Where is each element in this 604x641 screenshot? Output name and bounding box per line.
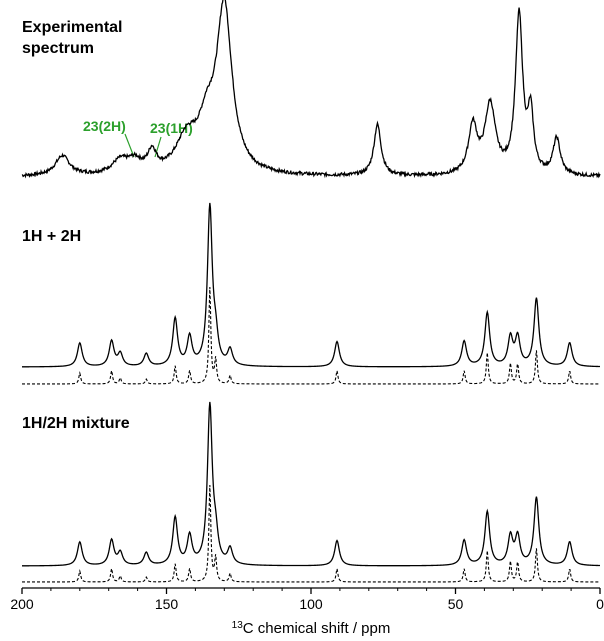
x-tick-label: 200 <box>10 596 34 612</box>
experimental-spectrum-trace <box>21 0 601 179</box>
annotation-23-2H-label: 23(2H) <box>83 118 126 134</box>
annotation-23-1H-leader <box>154 136 162 158</box>
panel-2-title: 1H + 2H <box>22 228 81 245</box>
mixture-sum-trace <box>21 401 601 567</box>
x-axis-ticks: 200 150 100 50 0 <box>10 588 604 612</box>
1h-2h-sum-trace <box>21 202 601 368</box>
x-tick-label: 50 <box>448 596 464 612</box>
annotation-23-1H-label: 23(1H) <box>150 120 193 136</box>
x-tick-label: 100 <box>299 596 323 612</box>
panel-3-title: 1H/2H mixture <box>22 415 130 432</box>
x-axis-title-superscript: 13 <box>232 620 244 631</box>
panel-1-title-line2: spectrum <box>22 40 94 57</box>
1h-2h-stick-trace <box>22 286 600 385</box>
x-tick-label: 150 <box>155 596 179 612</box>
annotation-23-2H-leader <box>124 133 135 158</box>
x-axis-title: 13C chemical shift / ppm <box>232 620 391 637</box>
x-tick-label: 0 <box>596 596 604 612</box>
x-axis-title-text: C chemical shift / ppm <box>243 620 391 637</box>
mixture-stick-trace <box>22 484 600 583</box>
panel-1-title-line1: Experimental <box>22 19 122 36</box>
